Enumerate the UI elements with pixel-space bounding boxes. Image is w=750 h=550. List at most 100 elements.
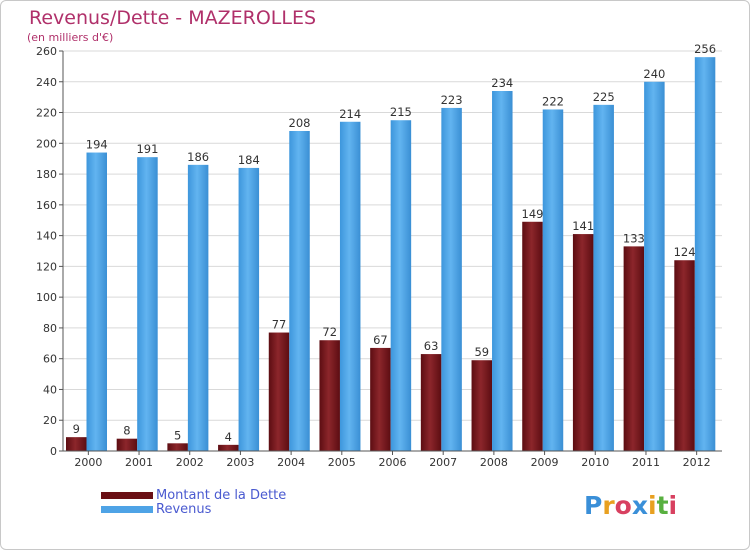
data-label-dette-2003: 4 [225, 430, 232, 444]
y-tick-label: 40 [43, 383, 57, 396]
chart-subtitle: (en milliers d'€) [27, 31, 114, 44]
data-label-revenus-2006: 215 [390, 105, 412, 119]
bar-dette-2002 [167, 443, 188, 451]
y-tick-label: 80 [43, 322, 57, 335]
bar-revenus-2004 [289, 131, 310, 451]
data-label-dette-2011: 133 [623, 231, 645, 245]
y-tick-label: 180 [36, 168, 57, 181]
logo-letter: t [656, 491, 669, 520]
x-tick-label: 2007 [429, 456, 457, 469]
x-tick-label: 2011 [632, 456, 660, 469]
y-tick-label: 220 [36, 107, 57, 120]
x-tick-label: 2009 [531, 456, 559, 469]
chart-title: Revenus/Dette - MAZEROLLES [29, 7, 317, 29]
bar-dette-2011 [623, 246, 645, 451]
x-tick-label: 2010 [581, 456, 609, 469]
data-label-dette-2010: 141 [572, 219, 594, 233]
data-label-revenus-2000: 194 [86, 138, 108, 152]
data-label-revenus-2011: 240 [643, 67, 665, 81]
data-label-revenus-2005: 214 [339, 107, 361, 121]
data-label-revenus-2003: 184 [238, 153, 260, 167]
y-tick-label: 140 [36, 230, 57, 243]
data-label-dette-2002: 5 [174, 428, 181, 442]
bar-dette-2005 [319, 340, 340, 451]
legend-swatch-dette [101, 491, 153, 499]
bar-dette-2008 [471, 360, 493, 451]
x-tick-label: 2000 [74, 456, 102, 469]
logo-letter: i [648, 491, 657, 520]
proxiti-logo: Proxiti [584, 491, 677, 520]
x-tick-label: 2003 [226, 456, 254, 469]
bar-revenus-2011 [644, 81, 665, 452]
axis-layer: 0 20 40 60 80 100 120 140 160 180 200 220 240 260 2000… [36, 45, 722, 469]
y-tick-label: 160 [36, 199, 57, 212]
data-label-dette-2000: 9 [73, 422, 80, 436]
data-label-revenus-2007: 223 [441, 93, 463, 107]
bar-revenus-2007 [441, 107, 462, 451]
logo-letter: r [602, 491, 615, 520]
bar-dette-2004 [268, 332, 290, 451]
legend-item-revenus: Revenus [101, 501, 211, 517]
logo-letter: i [668, 491, 678, 520]
y-tick-label: 0 [50, 445, 57, 458]
y-tick-label: 120 [36, 260, 57, 273]
x-tick-label: 2005 [328, 456, 356, 469]
bar-dette-2009 [522, 221, 543, 451]
y-tick-label: 260 [36, 45, 57, 58]
y-tick-label: 240 [36, 76, 57, 89]
bar-revenus-2012 [694, 57, 716, 452]
data-label-dette-2001: 8 [123, 424, 130, 438]
bars-layer [66, 57, 716, 452]
y-tick-label: 100 [36, 291, 57, 304]
labels-layer: 9 194 8 191 5 186 4 184 77 208 72 214 67 215 63 223 59 23… [73, 42, 716, 444]
bar-revenus-2009 [542, 109, 564, 451]
bar-dette-2007 [420, 354, 442, 451]
logo-letter: x [631, 491, 648, 520]
data-label-dette-2004: 77 [272, 318, 287, 332]
data-label-dette-2012: 124 [674, 245, 696, 259]
y-tick-label: 200 [36, 137, 57, 150]
legend-label-dette: Montant de la Dette [156, 487, 287, 503]
bar-revenus-2000 [86, 152, 107, 452]
legend-swatch-revenus [101, 505, 153, 513]
bar-revenus-2008 [492, 91, 513, 451]
x-tick-label: 2008 [480, 456, 508, 469]
data-label-revenus-2008: 234 [491, 76, 513, 90]
data-label-revenus-2009: 222 [542, 94, 564, 108]
data-label-dette-2009: 149 [522, 207, 544, 221]
data-label-revenus-2010: 225 [593, 90, 615, 104]
data-label-revenus-2001: 191 [136, 142, 158, 156]
data-label-dette-2007: 63 [424, 339, 439, 353]
y-tick-label: 60 [43, 353, 57, 366]
logo-letter: o [614, 491, 632, 520]
bar-dette-2010 [572, 234, 594, 451]
bar-revenus-2005 [339, 121, 361, 452]
data-label-revenus-2012: 256 [694, 42, 716, 56]
data-label-revenus-2004: 208 [289, 116, 311, 130]
bar-dette-2003 [218, 444, 239, 451]
data-label-revenus-2002: 186 [187, 150, 209, 164]
data-label-dette-2006: 67 [373, 333, 388, 347]
bar-dette-2012 [674, 260, 695, 451]
data-label-dette-2008: 59 [474, 345, 489, 359]
bar-dette-2001 [116, 438, 138, 451]
bar-revenus-2010 [593, 104, 614, 451]
legend-item-dette: Montant de la Dette [101, 487, 286, 503]
data-label-dette-2005: 72 [322, 325, 337, 339]
bar-dette-2006 [370, 347, 391, 451]
x-tick-label: 2001 [125, 456, 153, 469]
x-tick-label: 2002 [176, 456, 204, 469]
legend-label-revenus: Revenus [156, 501, 212, 517]
logo-letter: P [584, 491, 603, 520]
bar-dette-2000 [66, 437, 87, 451]
y-tick-label: 20 [43, 414, 57, 427]
x-tick-label: 2004 [277, 456, 305, 469]
bar-revenus-2006 [390, 120, 412, 451]
bar-revenus-2001 [137, 157, 158, 451]
bar-revenus-2003 [238, 167, 260, 451]
bar-revenus-2002 [187, 164, 209, 451]
x-tick-label: 2006 [379, 456, 407, 469]
x-tick-label: 2012 [683, 456, 711, 469]
